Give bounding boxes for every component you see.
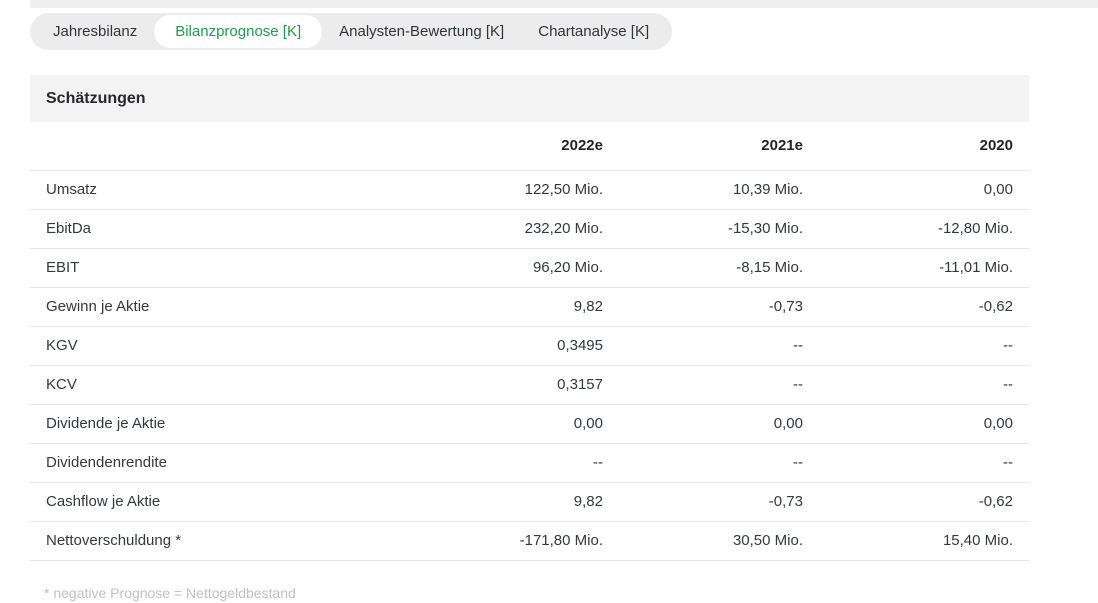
column-header-label — [30, 122, 403, 171]
row-label: Dividende je Aktie — [30, 404, 403, 444]
row-value: -0,62 — [803, 287, 1029, 327]
top-divider-strip — [30, 0, 1098, 8]
row-value: 0,00 — [803, 404, 1029, 444]
row-value: 9,82 — [403, 482, 603, 522]
row-value: 0,00 — [603, 404, 803, 444]
row-label: EBIT — [30, 248, 403, 288]
row-value: -- — [803, 443, 1029, 483]
row-value: 122,50 Mio. — [403, 170, 603, 210]
row-value: -- — [403, 443, 603, 483]
row-value: -- — [603, 443, 803, 483]
column-header-year: 2021e — [603, 122, 803, 171]
tab-jahresbilanz[interactable]: Jahresbilanz — [36, 15, 154, 48]
row-label: Nettoverschuldung * — [30, 521, 403, 561]
table-header-row: 2022e 2021e 2020 — [30, 122, 1029, 171]
column-header-year: 2022e — [403, 122, 603, 171]
tab-chartanalyse[interactable]: Chartanalyse [K] — [521, 15, 666, 48]
row-label: Cashflow je Aktie — [30, 482, 403, 522]
table-row: Nettoverschuldung * -171,80 Mio. 30,50 Mio… — [30, 521, 1029, 561]
tab-bar: Jahresbilanz Bilanzprognose [K] Analysten-… — [30, 13, 673, 50]
row-value: -- — [603, 326, 803, 366]
row-value: -8,15 Mio. — [603, 248, 803, 288]
row-value: -- — [803, 365, 1029, 405]
table-row: Dividendenrendite -- -- -- — [30, 443, 1029, 483]
row-value: 96,20 Mio. — [403, 248, 603, 288]
table-body: Umsatz 122,50 Mio. 10,39 Mio. 0,00 EbitDa 232… — [30, 170, 1029, 561]
estimates-table: 2022e 2021e 2020 Umsatz 122,50 Mio. 10,39 Mi… — [30, 122, 1029, 561]
row-value: 30,50 Mio. — [603, 521, 803, 561]
row-value: 0,3157 — [403, 365, 603, 405]
row-value: -- — [603, 365, 803, 405]
row-value: 0,00 — [803, 170, 1029, 210]
table-row: EbitDa 232,20 Mio. -15,30 Mio. -12,80 Mio. — [30, 209, 1029, 249]
table-row: KCV 0,3157 -- -- — [30, 365, 1029, 405]
row-value: -0,73 — [603, 482, 803, 522]
row-value: 10,39 Mio. — [603, 170, 803, 210]
row-value: -12,80 Mio. — [803, 209, 1029, 249]
row-label: KCV — [30, 365, 403, 405]
table-row: Cashflow je Aktie 9,82 -0,73 -0,62 — [30, 482, 1029, 522]
section-title: Schätzungen — [46, 89, 146, 107]
row-value: 232,20 Mio. — [403, 209, 603, 249]
table-row: KGV 0,3495 -- -- — [30, 326, 1029, 366]
table-row: EBIT 96,20 Mio. -8,15 Mio. -11,01 Mio. — [30, 248, 1029, 288]
row-value: -15,30 Mio. — [603, 209, 803, 249]
row-value: 0,00 — [403, 404, 603, 444]
row-value: -11,01 Mio. — [803, 248, 1029, 288]
estimates-table-container: 2022e 2021e 2020 Umsatz 122,50 Mio. 10,39 Mi… — [30, 122, 1029, 561]
row-label: Umsatz — [30, 170, 403, 210]
column-header-year: 2020 — [803, 122, 1029, 171]
row-label: Gewinn je Aktie — [30, 287, 403, 327]
table-row: Dividende je Aktie 0,00 0,00 0,00 — [30, 404, 1029, 444]
row-label: Dividendenrendite — [30, 443, 403, 483]
row-value: -0,62 — [803, 482, 1029, 522]
row-value: 15,40 Mio. — [803, 521, 1029, 561]
row-value: -171,80 Mio. — [403, 521, 603, 561]
row-label: KGV — [30, 326, 403, 366]
tab-analysten-bewertung[interactable]: Analysten-Bewertung [K] — [322, 15, 521, 48]
section-header-band: Schätzungen — [30, 75, 1029, 122]
tab-bilanzprognose[interactable]: Bilanzprognose [K] — [154, 15, 323, 48]
table-row: Umsatz 122,50 Mio. 10,39 Mio. 0,00 — [30, 170, 1029, 210]
footnote: * negative Prognose = Nettogeldbestand — [44, 585, 296, 601]
row-label: EbitDa — [30, 209, 403, 249]
table-row: Gewinn je Aktie 9,82 -0,73 -0,62 — [30, 287, 1029, 327]
row-value: 0,3495 — [403, 326, 603, 366]
row-value: -0,73 — [603, 287, 803, 327]
row-value: 9,82 — [403, 287, 603, 327]
row-value: -- — [803, 326, 1029, 366]
